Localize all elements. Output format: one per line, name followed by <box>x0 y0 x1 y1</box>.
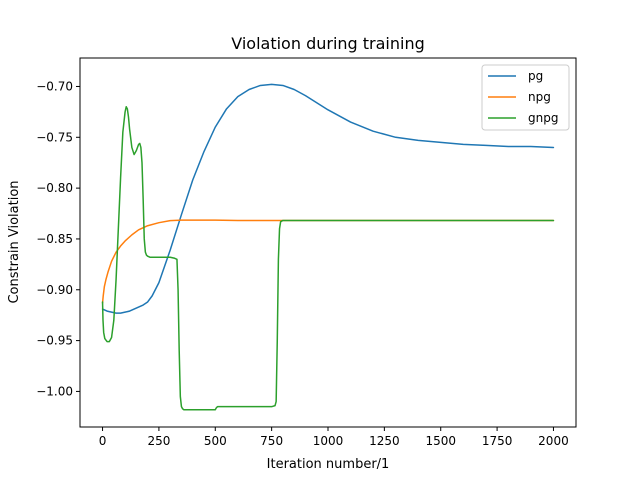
x-tick-label: 2000 <box>538 434 569 448</box>
y-tick-label: −1.00 <box>36 384 73 398</box>
y-tick-label: −0.75 <box>36 130 73 144</box>
legend-label-npg: npg <box>528 90 551 104</box>
x-axis-label: Iteration number/1 <box>267 457 390 472</box>
x-tick-label: 1750 <box>482 434 513 448</box>
y-axis-ticks: −1.00 −0.95 −0.90 −0.85 −0.80 −0.75 −0.70 <box>36 79 80 398</box>
legend-label-gnpg: gnpg <box>528 111 558 125</box>
legend-label-pg: pg <box>528 69 543 83</box>
x-tick-label: 1250 <box>369 434 400 448</box>
y-axis-label: Constrain Violation <box>7 180 22 303</box>
x-tick-label: 1500 <box>425 434 456 448</box>
y-tick-label: −0.70 <box>36 79 73 93</box>
series-line-pg <box>101 83 555 314</box>
y-tick-label: −0.90 <box>36 283 73 297</box>
x-tick-label: 1000 <box>313 434 344 448</box>
plot-area: 0 250 500 750 1000 1250 1500 1750 2000 −1.00 −0.9… <box>36 57 577 448</box>
y-tick-label: −0.95 <box>36 334 73 348</box>
series-line-gnpg <box>101 106 555 411</box>
x-tick-label: 0 <box>99 434 107 448</box>
x-tick-label: 250 <box>147 434 170 448</box>
legend-box <box>481 64 570 131</box>
x-tick-label: 750 <box>260 434 283 448</box>
series-line-npg <box>101 219 555 304</box>
legend: pg npg gnpg <box>481 64 570 131</box>
series-layer <box>101 83 555 411</box>
x-axis-ticks: 0 250 500 750 1000 1250 1500 1750 2000 <box>99 427 569 448</box>
y-tick-label: −0.80 <box>36 181 73 195</box>
x-tick-label: 500 <box>204 434 227 448</box>
chart-title: Violation during training <box>231 34 425 53</box>
y-tick-label: −0.85 <box>36 232 73 246</box>
